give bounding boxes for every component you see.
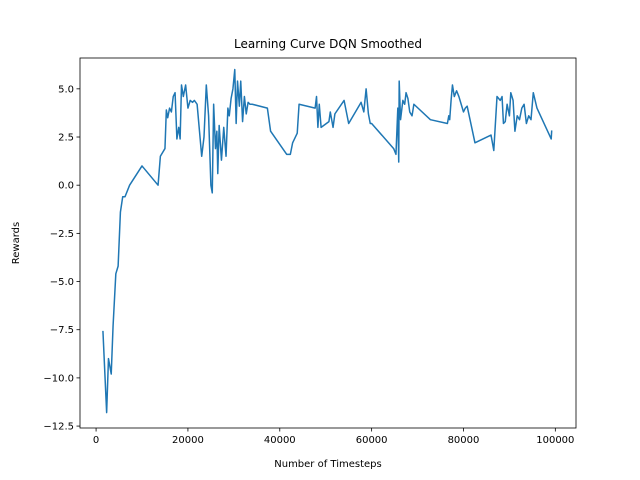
x-tick-label: 60000 xyxy=(356,435,388,446)
y-tick-label: −10.0 xyxy=(43,373,74,384)
y-tick-label: 2.5 xyxy=(58,133,74,144)
y-tick-label: 5.0 xyxy=(58,84,74,95)
y-axis: −12.5 −10.0 −7.5 −5.0 −2.5 0.0 2.5 5.0 xyxy=(43,84,80,433)
x-tick-label: 20000 xyxy=(172,435,204,446)
x-axis: 0 20000 40000 60000 80000 100000 xyxy=(93,428,574,446)
y-axis-label: Rewards xyxy=(11,222,22,264)
chart-title: Learning Curve DQN Smoothed xyxy=(234,37,422,51)
y-tick-label: −12.5 xyxy=(43,422,74,433)
y-tick-label: 0.0 xyxy=(58,181,74,192)
plot-area xyxy=(102,68,553,414)
x-axis-label: Number of Timesteps xyxy=(274,459,381,470)
x-tick-label: 100000 xyxy=(536,435,574,446)
x-tick-label: 40000 xyxy=(264,435,296,446)
x-tick-label: 80000 xyxy=(448,435,480,446)
y-tick-label: −7.5 xyxy=(50,325,74,336)
axes-frame xyxy=(79,57,577,429)
y-tick-label: −2.5 xyxy=(50,229,74,240)
series-line-0 xyxy=(102,68,553,414)
x-tick-label: 0 xyxy=(93,435,99,446)
y-tick-label: −5.0 xyxy=(50,277,74,288)
